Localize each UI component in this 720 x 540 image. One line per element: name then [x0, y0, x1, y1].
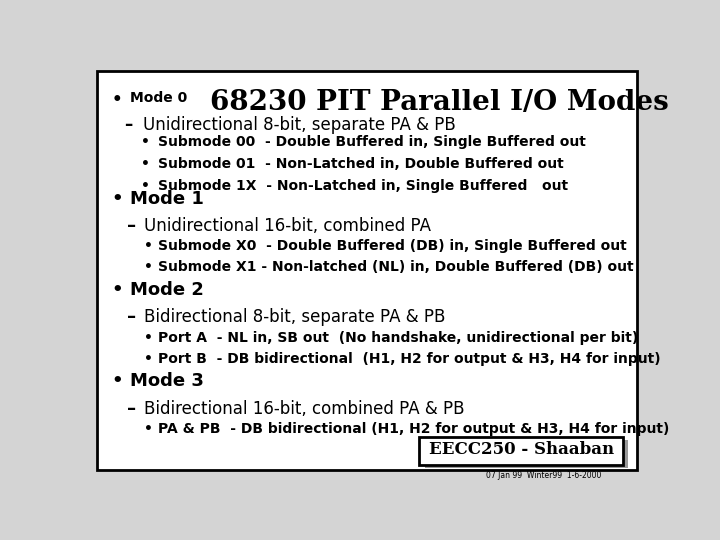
- Text: 07 Jan 99  Winter99  1-6-2000: 07 Jan 99 Winter99 1-6-2000: [486, 471, 601, 481]
- Text: Bidirectional 8-bit, separate PA & PB: Bidirectional 8-bit, separate PA & PB: [144, 308, 446, 326]
- Text: •: •: [111, 91, 122, 110]
- Text: •: •: [141, 157, 150, 171]
- FancyBboxPatch shape: [425, 440, 629, 468]
- Text: •: •: [144, 260, 153, 274]
- Text: Mode 2: Mode 2: [130, 281, 204, 299]
- Text: Mode 0: Mode 0: [130, 91, 187, 105]
- Text: Submode 1X  - Non-Latched in, Single Buffered   out: Submode 1X - Non-Latched in, Single Buff…: [158, 179, 568, 193]
- FancyBboxPatch shape: [96, 71, 637, 470]
- Text: EECC250 - Shaaban: EECC250 - Shaaban: [429, 441, 614, 458]
- FancyBboxPatch shape: [419, 436, 623, 465]
- Text: Submode X0  - Double Buffered (DB) in, Single Buffered out: Submode X0 - Double Buffered (DB) in, Si…: [158, 239, 627, 253]
- Text: •: •: [141, 136, 150, 150]
- Text: •: •: [144, 422, 153, 436]
- Text: •: •: [144, 331, 153, 345]
- Text: Bidirectional 16-bit, combined PA & PB: Bidirectional 16-bit, combined PA & PB: [144, 400, 464, 417]
- Text: Submode 01  - Non-Latched in, Double Buffered out: Submode 01 - Non-Latched in, Double Buff…: [158, 157, 564, 171]
- Text: •: •: [141, 179, 150, 193]
- Text: –: –: [127, 400, 137, 417]
- Text: •: •: [111, 190, 123, 207]
- Text: Unidirectional 16-bit, combined PA: Unidirectional 16-bit, combined PA: [144, 217, 431, 234]
- Text: PA & PB  - DB bidirectional (H1, H2 for output & H3, H4 for input): PA & PB - DB bidirectional (H1, H2 for o…: [158, 422, 670, 436]
- Text: –: –: [125, 116, 133, 133]
- Text: Submode 00  - Double Buffered in, Single Buffered out: Submode 00 - Double Buffered in, Single …: [158, 136, 586, 150]
- Text: Mode 1: Mode 1: [130, 190, 204, 207]
- Text: –: –: [127, 217, 137, 234]
- Text: –: –: [127, 308, 137, 326]
- Text: •: •: [144, 352, 153, 366]
- Text: •: •: [111, 373, 123, 390]
- Text: •: •: [144, 239, 153, 253]
- Text: Unidirectional 8-bit, separate PA & PB: Unidirectional 8-bit, separate PA & PB: [143, 116, 456, 133]
- Text: •: •: [111, 281, 123, 299]
- Text: 68230 PIT Parallel I/O Modes: 68230 PIT Parallel I/O Modes: [210, 89, 669, 116]
- Text: Mode 3: Mode 3: [130, 373, 204, 390]
- Text: Port B  - DB bidirectional  (H1, H2 for output & H3, H4 for input): Port B - DB bidirectional (H1, H2 for ou…: [158, 352, 661, 366]
- Text: Submode X1 - Non-latched (NL) in, Double Buffered (DB) out: Submode X1 - Non-latched (NL) in, Double…: [158, 260, 634, 274]
- Text: Port A  - NL in, SB out  (No handshake, unidirectional per bit): Port A - NL in, SB out (No handshake, un…: [158, 331, 639, 345]
